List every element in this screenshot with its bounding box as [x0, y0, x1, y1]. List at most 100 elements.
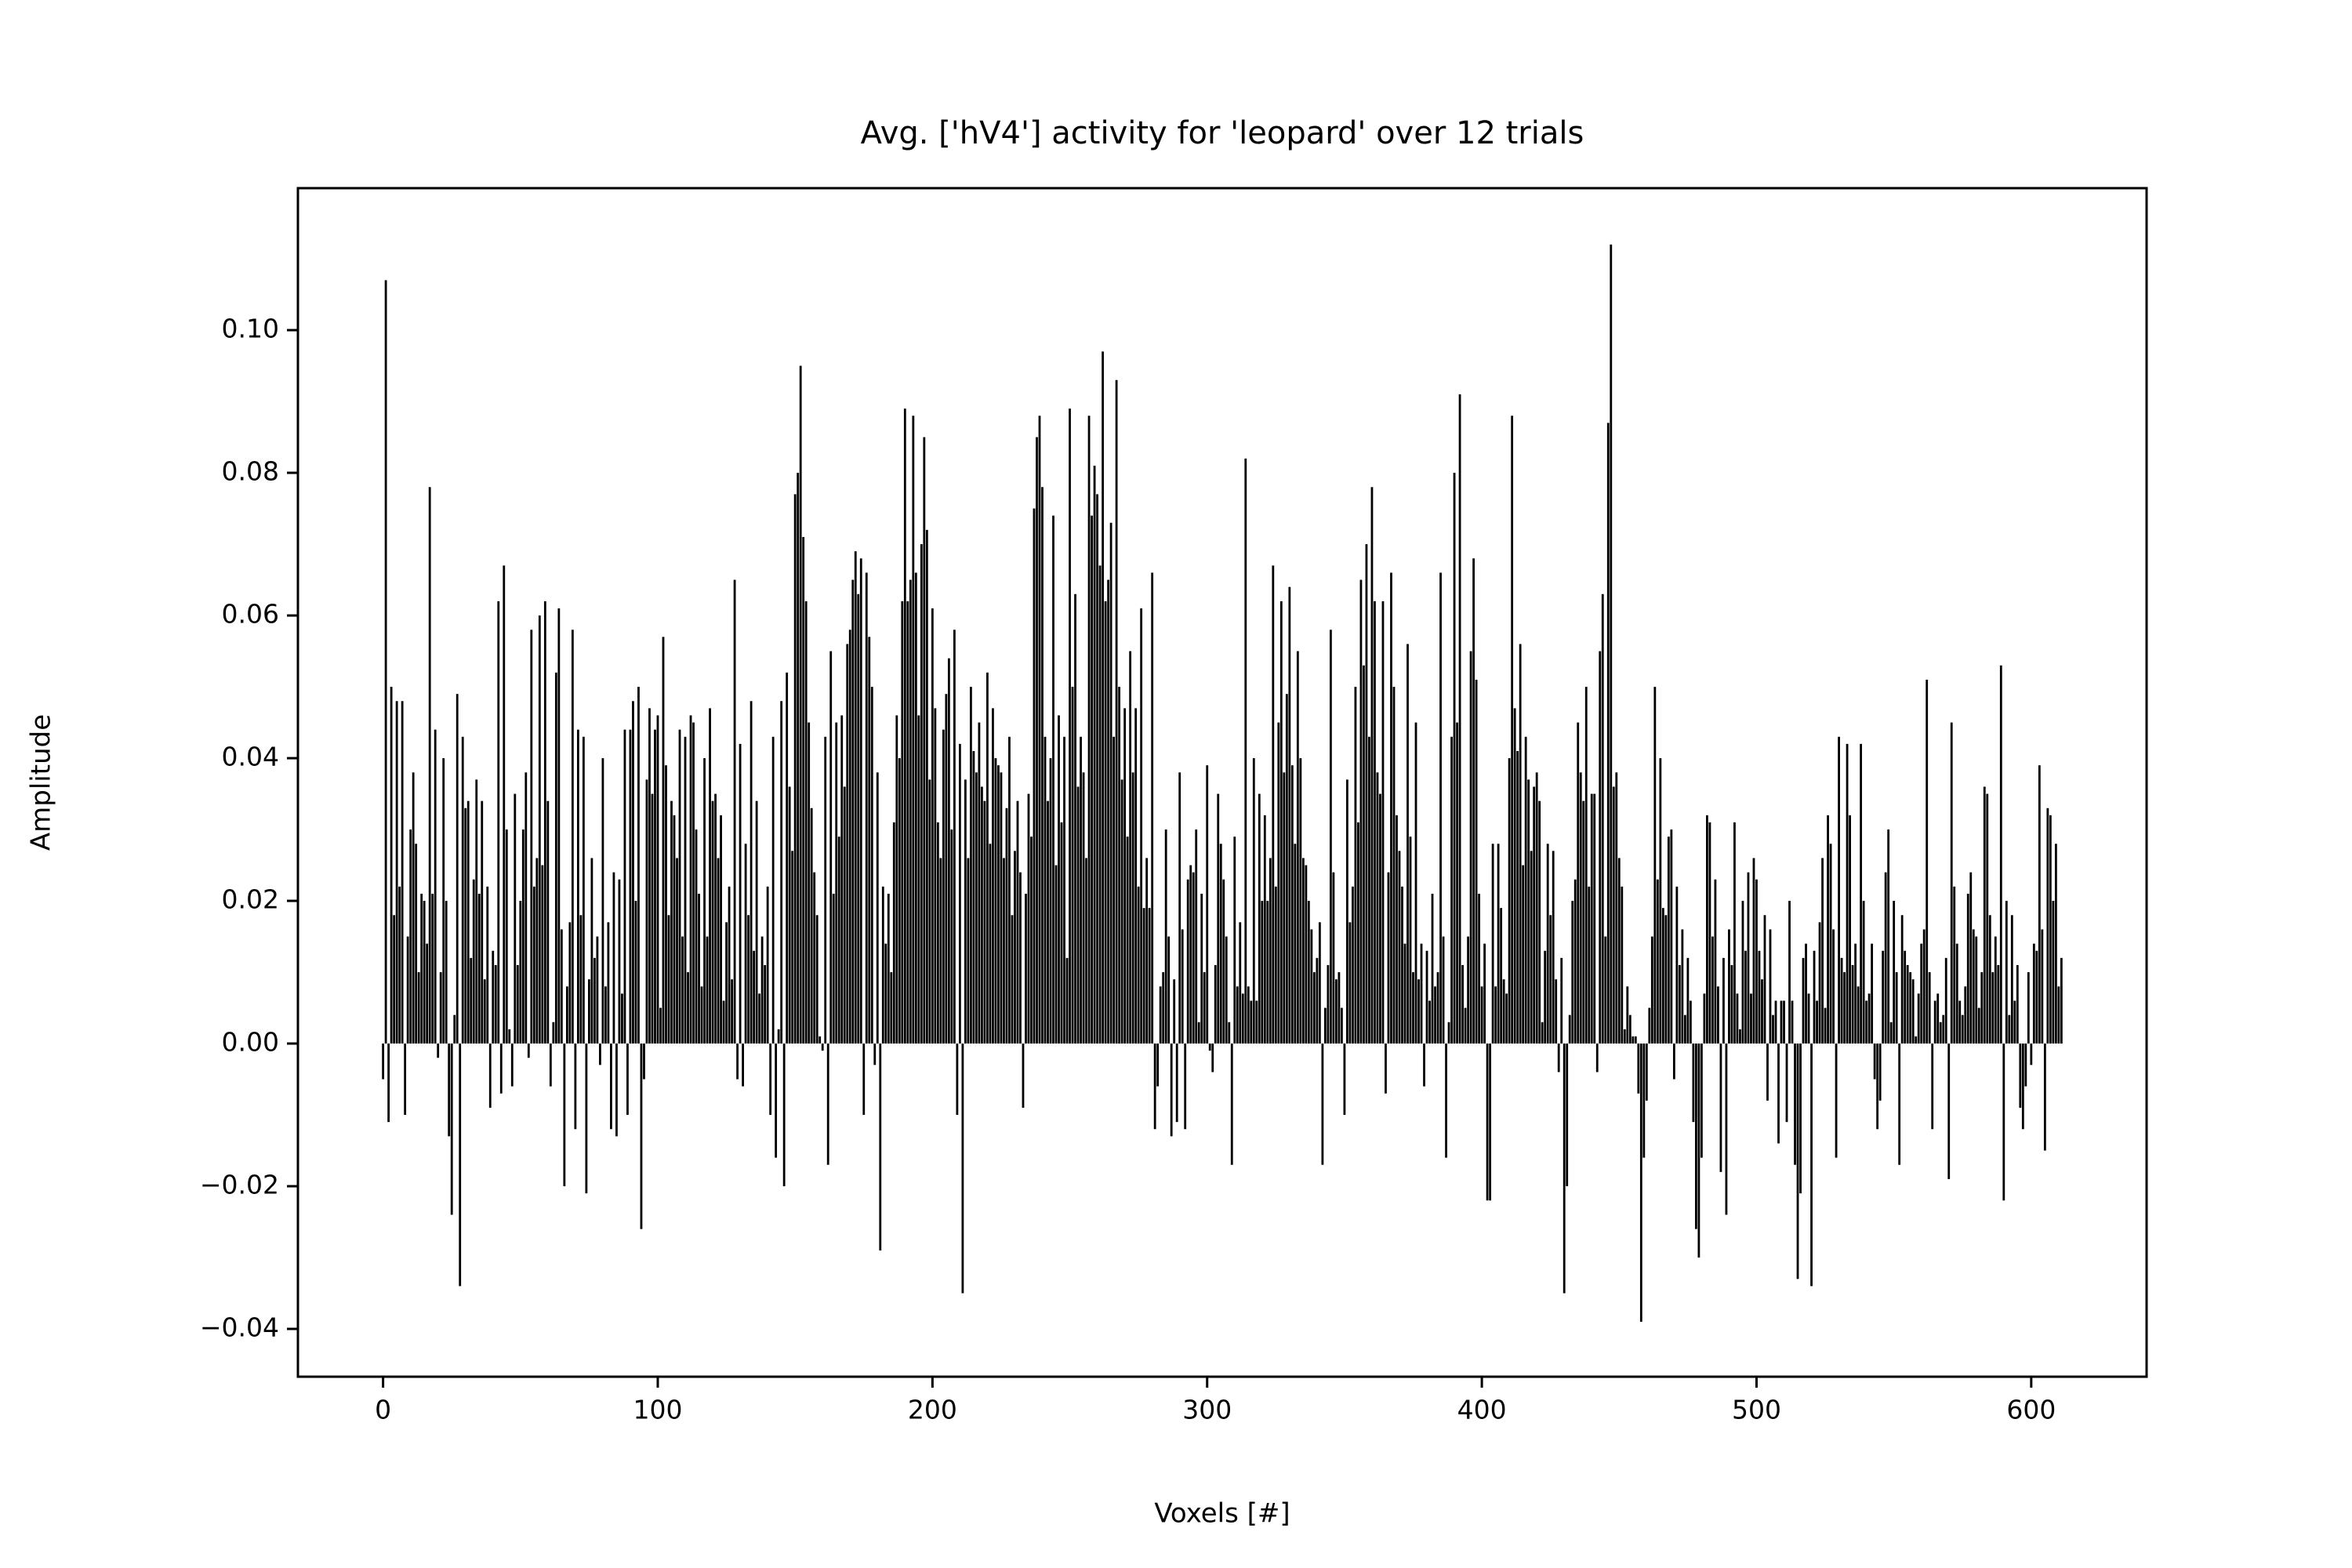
bar [728, 886, 731, 1044]
bar [1733, 822, 1736, 1044]
bar [1494, 986, 1497, 1044]
bar [1065, 957, 1069, 1044]
bar [640, 1044, 643, 1229]
bar [1972, 929, 1975, 1044]
bar [634, 901, 637, 1044]
bar [1348, 922, 1352, 1044]
bar [659, 1007, 662, 1044]
bar [1667, 837, 1670, 1044]
bar [1211, 1044, 1214, 1073]
bar [1236, 986, 1239, 1044]
bar [1838, 736, 1840, 1044]
bar [552, 1022, 555, 1044]
bar [859, 558, 862, 1044]
bar [706, 936, 709, 1044]
bar [1805, 943, 1807, 1044]
bar [459, 1044, 462, 1287]
bar [1969, 872, 1973, 1044]
bar [1623, 1029, 1626, 1044]
bar [582, 736, 585, 1044]
bar [503, 565, 506, 1044]
bar [568, 922, 572, 1044]
bar [593, 957, 596, 1044]
bar [1544, 950, 1547, 1044]
bar [917, 715, 920, 1044]
bar [382, 1044, 385, 1080]
bar [579, 915, 583, 1044]
x-tick-label: 0 [375, 1395, 391, 1425]
bar [538, 615, 541, 1044]
bar [1431, 893, 1434, 1044]
bar [1911, 979, 1915, 1044]
bar [788, 786, 791, 1044]
bar [1456, 722, 1458, 1044]
bar [1571, 901, 1574, 1044]
bar [840, 715, 844, 1044]
bar [1505, 993, 1508, 1044]
bar [1102, 351, 1104, 1044]
bar [958, 743, 961, 1044]
bar [1708, 822, 1711, 1044]
bar [1683, 1014, 1686, 1044]
bar [415, 844, 418, 1044]
bar [1739, 1029, 1741, 1044]
bar [1675, 886, 1679, 1044]
bar [615, 1044, 618, 1137]
y-tick-label: 0.08 [222, 456, 279, 487]
bar [881, 886, 884, 1044]
bar [494, 964, 497, 1044]
bar [1541, 1022, 1544, 1044]
bar [1851, 964, 1854, 1044]
bar [1983, 786, 1986, 1044]
bar [1922, 929, 1926, 1044]
bar [450, 1044, 453, 1215]
bar [1860, 743, 1863, 1044]
bar [1530, 851, 1533, 1044]
bar [1794, 1044, 1796, 1165]
bar [1802, 957, 1805, 1044]
bar [1678, 964, 1681, 1044]
bar [1370, 487, 1374, 1044]
bar [464, 808, 467, 1044]
bar [1884, 872, 1887, 1044]
plot-frame [296, 187, 2148, 1378]
bar [1299, 758, 1302, 1044]
bar [1329, 630, 1332, 1044]
bar [1906, 964, 1909, 1044]
bar [1478, 893, 1480, 1044]
bar [1447, 1022, 1450, 1044]
bar [1425, 950, 1428, 1044]
bar [862, 1044, 866, 1116]
bar [829, 651, 833, 1044]
bar [739, 743, 742, 1044]
bar [1445, 1044, 1447, 1158]
bar [1991, 972, 1994, 1044]
bar [1579, 772, 1582, 1044]
bar [1772, 1014, 1774, 1044]
bar [1717, 986, 1719, 1044]
bar [695, 829, 698, 1044]
bar [1483, 943, 1486, 1044]
bar [1208, 1044, 1211, 1051]
bar [1711, 936, 1714, 1044]
bar [722, 1000, 725, 1044]
bar [1123, 708, 1127, 1044]
x-tick-label: 600 [2006, 1395, 2056, 1425]
bar [1612, 786, 1615, 1044]
bar [1593, 793, 1596, 1044]
bar [1882, 950, 1885, 1044]
bar [1966, 893, 1969, 1044]
bar [782, 1044, 786, 1187]
bar [771, 736, 775, 1044]
bar [1761, 979, 1763, 1044]
bar [1305, 865, 1308, 1044]
bar [920, 544, 923, 1044]
bar [826, 1044, 829, 1165]
bar [857, 593, 860, 1044]
bar [1697, 1044, 1700, 1258]
bar [1458, 394, 1461, 1044]
bar [1316, 957, 1319, 1044]
bar [1401, 886, 1403, 1044]
bar [1573, 879, 1577, 1044]
